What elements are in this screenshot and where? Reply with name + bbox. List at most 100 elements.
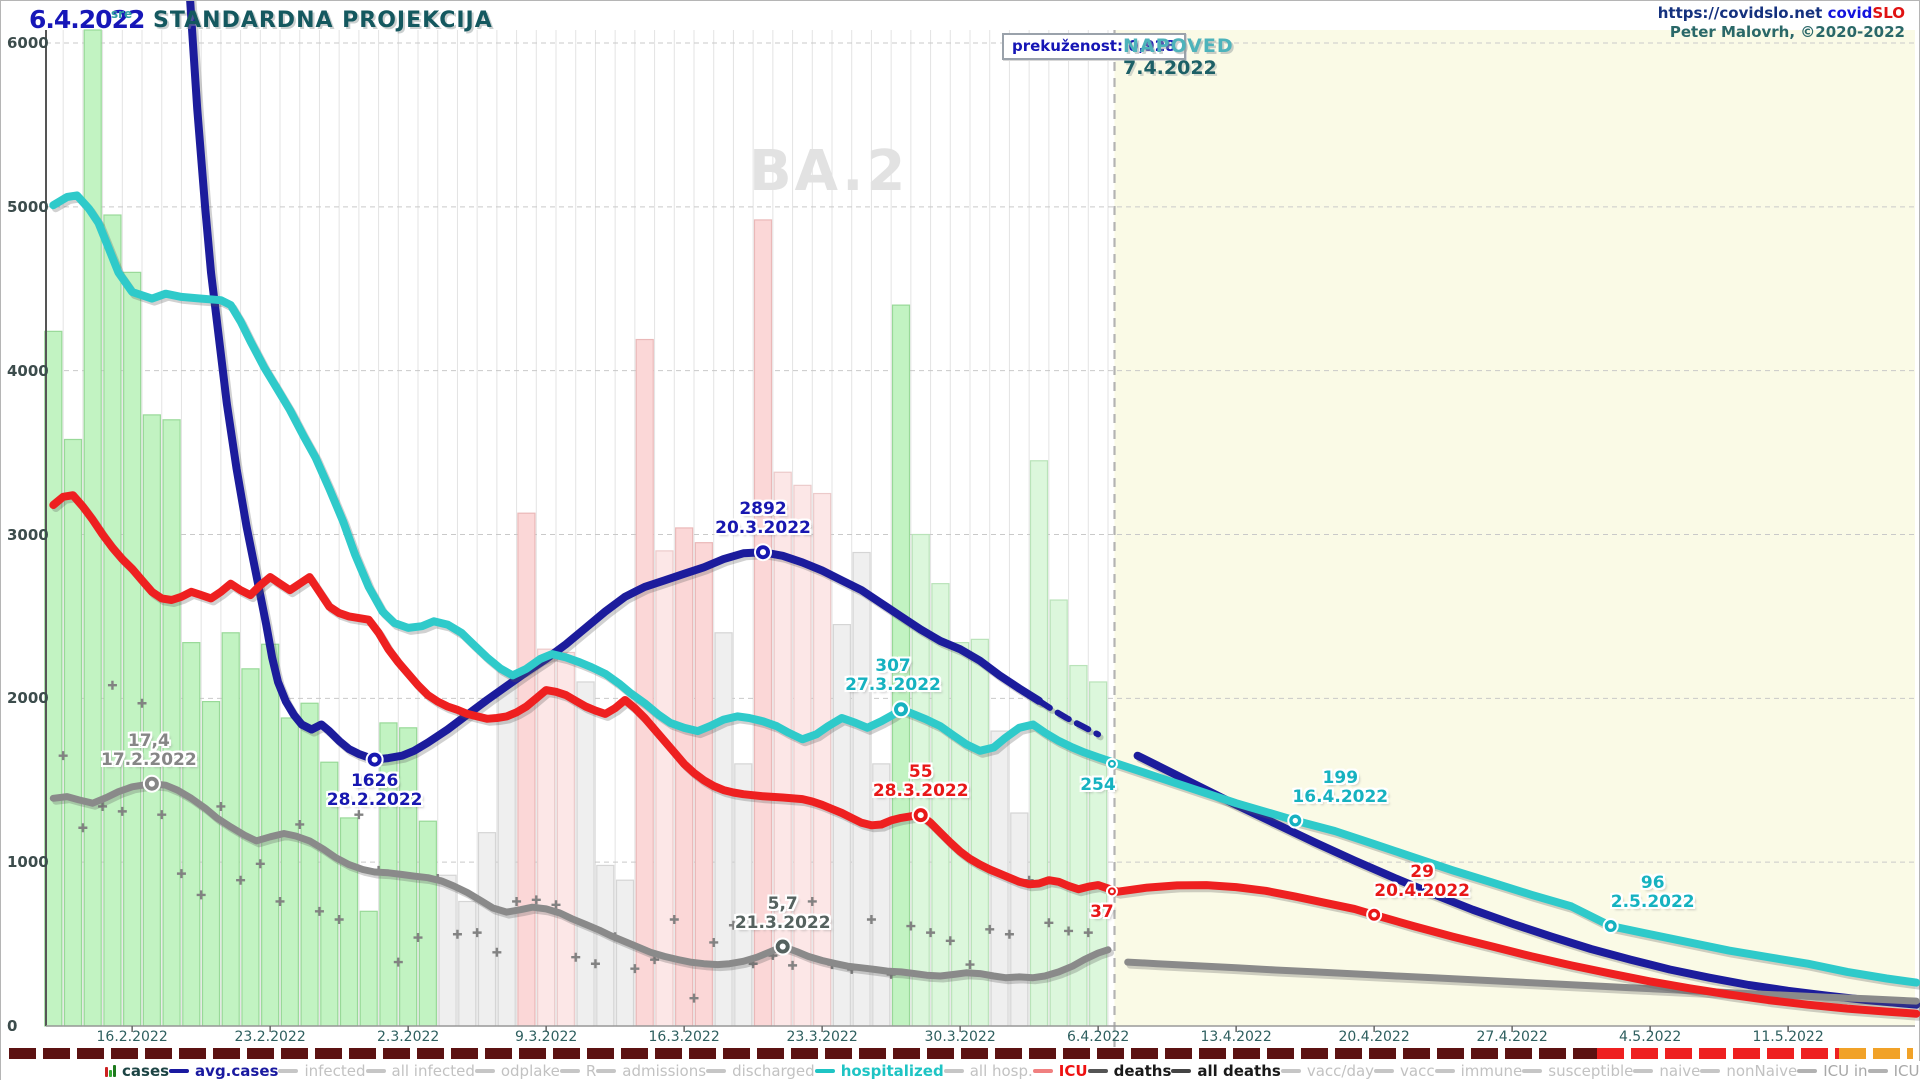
daily-bar bbox=[576, 681, 595, 1027]
legend-item-discharged[interactable]: discharged bbox=[706, 1062, 815, 1080]
legend-label: immune bbox=[1460, 1062, 1523, 1080]
annotation-37: 37 bbox=[1090, 902, 1114, 923]
series-ICU bbox=[49, 491, 1920, 1018]
series-dash-icon bbox=[365, 1069, 386, 1073]
legend-label: nonNaive bbox=[1726, 1062, 1798, 1080]
daily-bar bbox=[517, 512, 536, 1027]
legend-label: infected bbox=[304, 1062, 366, 1080]
x-tick-4.5.2022: 4.5.2022 bbox=[1618, 1029, 1682, 1045]
series-dash-icon bbox=[1280, 1069, 1301, 1073]
daily-bar bbox=[339, 817, 359, 1027]
daily-bar bbox=[162, 419, 181, 1027]
y-tick-5000: 5000 bbox=[7, 197, 49, 216]
daily-bar bbox=[123, 271, 142, 1027]
series-dash-icon bbox=[1434, 1069, 1455, 1073]
legend-item-immune[interactable]: immune bbox=[1434, 1062, 1523, 1080]
daily-bar bbox=[951, 642, 970, 1027]
annotation-29: 29 20.4.2022 bbox=[1374, 861, 1470, 901]
legend-item-all-hosp-[interactable]: all hosp. bbox=[943, 1062, 1033, 1080]
legend-label: all hosp. bbox=[969, 1062, 1033, 1080]
daily-bar bbox=[931, 583, 950, 1027]
legend-item-cases[interactable]: cases bbox=[105, 1062, 169, 1080]
daily-bar bbox=[477, 832, 497, 1027]
daily-bar bbox=[1029, 460, 1049, 1027]
legend-item-hospitalized[interactable]: hospitalized bbox=[814, 1062, 944, 1080]
x-tick-13.4.2022: 13.4.2022 bbox=[1200, 1029, 1272, 1045]
legend-label: vacc/day bbox=[1306, 1062, 1375, 1080]
daily-bar bbox=[300, 702, 319, 1027]
legend-item-icu[interactable]: ICU bbox=[1032, 1062, 1088, 1080]
daily-bar bbox=[970, 638, 989, 1027]
series-all-deaths bbox=[49, 780, 1112, 982]
report-weekday: sre bbox=[111, 7, 133, 21]
legend-label: all deaths bbox=[1197, 1062, 1281, 1080]
legend-item-vacc[interactable]: vacc bbox=[1374, 1062, 1435, 1080]
series-dash-icon bbox=[814, 1069, 835, 1073]
series-dash-icon bbox=[943, 1069, 964, 1073]
legend-item-all-infected[interactable]: all infected bbox=[365, 1062, 475, 1080]
daily-bar bbox=[359, 910, 378, 1027]
legend-item-susceptible[interactable]: susceptible bbox=[1522, 1062, 1633, 1080]
annotation-199: 199 16.4.2022 bbox=[1292, 767, 1389, 807]
legend-item-odplake[interactable]: odplake bbox=[474, 1062, 560, 1080]
legend-label: odplake bbox=[500, 1062, 560, 1080]
legend-item-naive[interactable]: naive bbox=[1633, 1062, 1700, 1080]
series-dash-icon bbox=[1867, 1069, 1888, 1073]
series-dash-icon bbox=[278, 1069, 299, 1073]
legend-item-vacc-day[interactable]: vacc/day bbox=[1280, 1062, 1375, 1080]
legend-item-icu-out[interactable]: ICU out bbox=[1867, 1062, 1920, 1080]
daily-bar bbox=[142, 414, 161, 1027]
legend-label: avg.cases bbox=[195, 1062, 279, 1080]
daily-bar bbox=[537, 648, 556, 1027]
annotation-96: 96 2.5.2022 bbox=[1610, 873, 1695, 913]
legend-label: all infected bbox=[391, 1062, 475, 1080]
x-tick-30.3.2022: 30.3.2022 bbox=[924, 1029, 996, 1045]
annotation-1626: 1626 28.2.2022 bbox=[326, 770, 423, 810]
annotation-55: 55 28.3.2022 bbox=[872, 762, 969, 802]
series-dash-icon bbox=[1633, 1069, 1654, 1073]
timeline-segment-1 bbox=[1597, 1048, 1839, 1059]
legend-item-admissions[interactable]: admissions bbox=[596, 1062, 706, 1080]
y-tick-2000: 2000 bbox=[7, 689, 49, 708]
series-dash-icon bbox=[1700, 1069, 1721, 1073]
daily-bar bbox=[438, 874, 457, 1027]
daily-bar bbox=[241, 668, 260, 1027]
daily-bar bbox=[596, 864, 615, 1027]
x-tick-16.3.2022: 16.3.2022 bbox=[648, 1029, 720, 1045]
brand-covid: covid bbox=[1827, 4, 1873, 22]
x-tick-27.4.2022: 27.4.2022 bbox=[1476, 1029, 1548, 1045]
series-dash-icon bbox=[1797, 1069, 1818, 1073]
legend-label: discharged bbox=[732, 1062, 815, 1080]
legend-item-r[interactable]: R bbox=[559, 1062, 596, 1080]
legend-item-icu-in[interactable]: ICU in bbox=[1797, 1062, 1868, 1080]
author-credit: Peter Malovrh, ©2020-2022 bbox=[1669, 23, 1905, 41]
x-tick-23.2.2022: 23.2.2022 bbox=[234, 1029, 306, 1045]
legend-label: vacc bbox=[1400, 1062, 1435, 1080]
daily-bar bbox=[556, 651, 575, 1027]
daily-deaths-scatter bbox=[58, 680, 1093, 1003]
forecast-date: 7.4.2022 bbox=[1123, 57, 1217, 79]
legend-item-nonnaive[interactable]: nonNaive bbox=[1700, 1062, 1797, 1080]
series-all-deaths-forecast bbox=[1124, 958, 1920, 1005]
brand-slo: SLO bbox=[1872, 4, 1905, 22]
x-tick-11.5.2022: 11.5.2022 bbox=[1752, 1029, 1824, 1045]
legend-item-deaths[interactable]: deaths bbox=[1087, 1062, 1171, 1080]
legend-label: ICU bbox=[1058, 1062, 1088, 1080]
daily-bar bbox=[1049, 599, 1068, 1027]
legend-item-infected[interactable]: infected bbox=[278, 1062, 366, 1080]
series-avg.cases bbox=[186, 1, 1043, 764]
annotation-254: 254 bbox=[1080, 774, 1116, 795]
annotation-5,7: 5,7 21.3.2022 bbox=[734, 893, 831, 933]
timeline-segment-0 bbox=[9, 1048, 1597, 1059]
site-url-link[interactable]: https://covidslo.net bbox=[1657, 4, 1823, 22]
y-tick-4000: 4000 bbox=[7, 361, 49, 380]
series-dash-icon bbox=[596, 1069, 617, 1073]
legend-item-avg-cases[interactable]: avg.cases bbox=[169, 1062, 278, 1080]
report-date: 6.4.2022 bbox=[29, 5, 145, 34]
y-tick-0: 0 bbox=[7, 1017, 18, 1035]
annotation-307: 307 27.3.2022 bbox=[845, 656, 941, 696]
legend-item-all-deaths[interactable]: all deaths bbox=[1171, 1062, 1281, 1080]
series-hospitalized bbox=[49, 191, 1920, 987]
y-tick-6000: 6000 bbox=[7, 34, 49, 52]
